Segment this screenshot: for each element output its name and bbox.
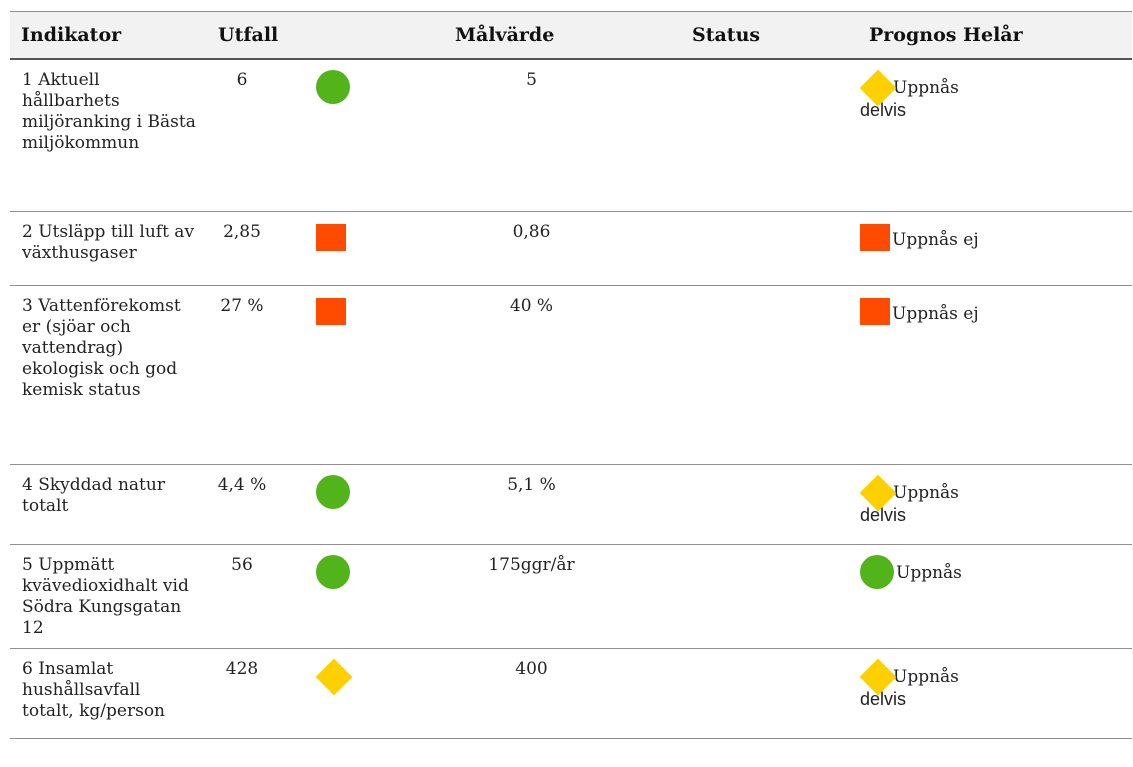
green-circle-icon: [860, 555, 894, 589]
prognos-label: Uppnås: [896, 563, 962, 583]
prognos-label: Uppnås ej: [892, 304, 979, 324]
cell-malvarde: 175ggr/år: [455, 544, 692, 649]
header-malvarde: Målvärde: [455, 11, 692, 60]
red-square-icon: [316, 224, 346, 251]
indicator-table: Indikator Utfall Målvärde Status Prognos…: [10, 11, 1132, 739]
cell-indikator: 5 Uppmätt kvävedioxidhalt vid Södra Kung…: [10, 544, 200, 649]
green-circle-icon: [316, 69, 350, 104]
prognos-label: Uppnås: [893, 667, 959, 687]
cell-utfall: 27 %: [200, 285, 310, 465]
cell-status: [692, 211, 852, 286]
cell-indikator: 6 Insamlat hushållsavfall totalt, kg/per…: [10, 648, 200, 739]
cell-indikator: 4 Skyddad natur totalt: [10, 464, 200, 545]
cell-status-symbol: [310, 285, 455, 465]
cell-utfall: 4,4 %: [200, 464, 310, 545]
cell-prognos: Uppnås delvis: [852, 648, 1132, 739]
red-square-icon: [860, 224, 890, 251]
cell-utfall: 2,85: [200, 211, 310, 286]
prognos-label: Uppnås: [893, 483, 959, 503]
cell-status-symbol: [310, 211, 455, 286]
cell-malvarde: 400: [455, 648, 692, 739]
green-circle-icon: [316, 475, 350, 509]
prognos-label: Uppnås ej: [892, 230, 979, 250]
cell-status-symbol: [310, 464, 455, 545]
red-square-icon: [316, 298, 346, 325]
cell-status-symbol: [310, 648, 455, 739]
cell-status: [692, 285, 852, 465]
cell-malvarde: 0,86: [455, 211, 692, 286]
cell-status-symbol: [310, 544, 455, 649]
cell-indikator: 3 Vattenförekomst er (sjöar och vattendr…: [10, 285, 200, 465]
red-square-icon: [860, 298, 890, 325]
header-prognos: Prognos Helår: [852, 11, 1132, 60]
table-header-row: Indikator Utfall Målvärde Status Prognos…: [10, 11, 1132, 60]
cell-utfall: 56: [200, 544, 310, 649]
cell-malvarde: 5: [455, 58, 692, 212]
table-row: 5 Uppmätt kvävedioxidhalt vid Södra Kung…: [10, 544, 1132, 649]
table-row: 3 Vattenförekomst er (sjöar och vattendr…: [10, 285, 1132, 465]
header-symbol-spacer: [310, 11, 455, 60]
table-row: 4 Skyddad natur totalt 4,4 % 5,1 % Uppnå…: [10, 464, 1132, 545]
cell-prognos: Uppnås delvis: [852, 58, 1132, 212]
cell-status: [692, 648, 852, 739]
cell-status: [692, 58, 852, 212]
table-row: 1 Aktuell hållbarhets miljöranking i Bäs…: [10, 58, 1132, 212]
table-row: 6 Insamlat hushållsavfall totalt, kg/per…: [10, 648, 1132, 739]
cell-malvarde: 40 %: [455, 285, 692, 465]
prognos-label-cont: delvis: [860, 689, 907, 709]
cell-utfall: 428: [200, 648, 310, 739]
cell-prognos: Uppnås: [852, 544, 1132, 649]
yellow-diamond-icon: [315, 658, 353, 696]
prognos-label: Uppnås: [893, 77, 959, 98]
header-utfall: Utfall: [200, 11, 310, 60]
cell-malvarde: 5,1 %: [455, 464, 692, 545]
cell-prognos: Uppnås delvis: [852, 464, 1132, 545]
prognos-label-cont: delvis: [860, 99, 907, 120]
cell-status-symbol: [310, 58, 455, 212]
cell-status: [692, 544, 852, 649]
prognos-label-cont: delvis: [860, 505, 907, 525]
cell-prognos: Uppnås ej: [852, 285, 1132, 465]
header-status: Status: [692, 11, 852, 60]
cell-status: [692, 464, 852, 545]
cell-indikator: 2 Utsläpp till luft av växthusgaser: [10, 211, 200, 286]
table-row: 2 Utsläpp till luft av växthusgaser 2,85…: [10, 211, 1132, 286]
green-circle-icon: [316, 555, 350, 589]
header-indikator: Indikator: [10, 11, 200, 60]
cell-prognos: Uppnås ej: [852, 211, 1132, 286]
cell-indikator: 1 Aktuell hållbarhets miljöranking i Bäs…: [10, 58, 200, 212]
cell-utfall: 6: [200, 58, 310, 212]
